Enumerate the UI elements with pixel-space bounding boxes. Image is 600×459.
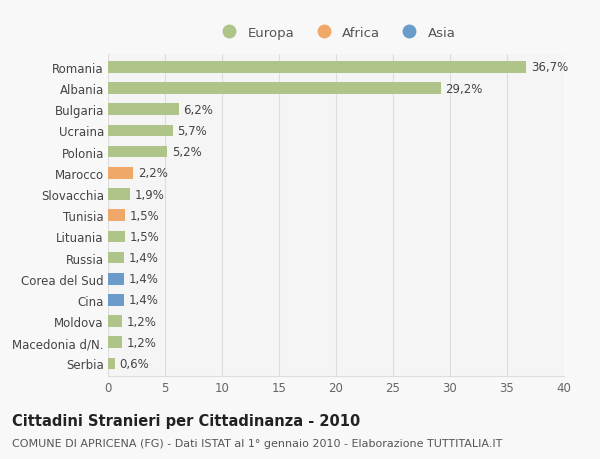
Text: 1,4%: 1,4% <box>128 273 158 285</box>
Bar <box>108 252 124 264</box>
Text: 1,2%: 1,2% <box>126 336 156 349</box>
Text: 1,4%: 1,4% <box>128 252 158 264</box>
Bar <box>108 210 125 222</box>
Bar <box>108 83 441 95</box>
Text: 1,9%: 1,9% <box>134 188 164 201</box>
Bar <box>108 62 526 73</box>
Bar <box>108 273 124 285</box>
Bar <box>108 295 124 306</box>
Text: 6,2%: 6,2% <box>183 104 213 117</box>
Legend: Europa, Africa, Asia: Europa, Africa, Asia <box>211 22 461 45</box>
Text: 36,7%: 36,7% <box>531 62 568 74</box>
Text: 1,5%: 1,5% <box>130 230 160 243</box>
Text: 5,7%: 5,7% <box>178 125 207 138</box>
Bar <box>108 189 130 201</box>
Bar <box>108 125 173 137</box>
Text: Cittadini Stranieri per Cittadinanza - 2010: Cittadini Stranieri per Cittadinanza - 2… <box>12 413 360 428</box>
Bar <box>108 358 115 369</box>
Bar <box>108 104 179 116</box>
Text: 1,2%: 1,2% <box>126 315 156 328</box>
Bar <box>108 168 133 179</box>
Bar <box>108 231 125 243</box>
Text: COMUNE DI APRICENA (FG) - Dati ISTAT al 1° gennaio 2010 - Elaborazione TUTTITALI: COMUNE DI APRICENA (FG) - Dati ISTAT al … <box>12 438 502 448</box>
Text: 0,6%: 0,6% <box>119 357 149 370</box>
Text: 1,5%: 1,5% <box>130 209 160 222</box>
Bar <box>108 337 122 348</box>
Bar <box>108 146 167 158</box>
Text: 1,4%: 1,4% <box>128 294 158 307</box>
Bar <box>108 316 122 327</box>
Text: 2,2%: 2,2% <box>137 167 167 180</box>
Text: 5,2%: 5,2% <box>172 146 202 159</box>
Text: 29,2%: 29,2% <box>445 83 483 95</box>
